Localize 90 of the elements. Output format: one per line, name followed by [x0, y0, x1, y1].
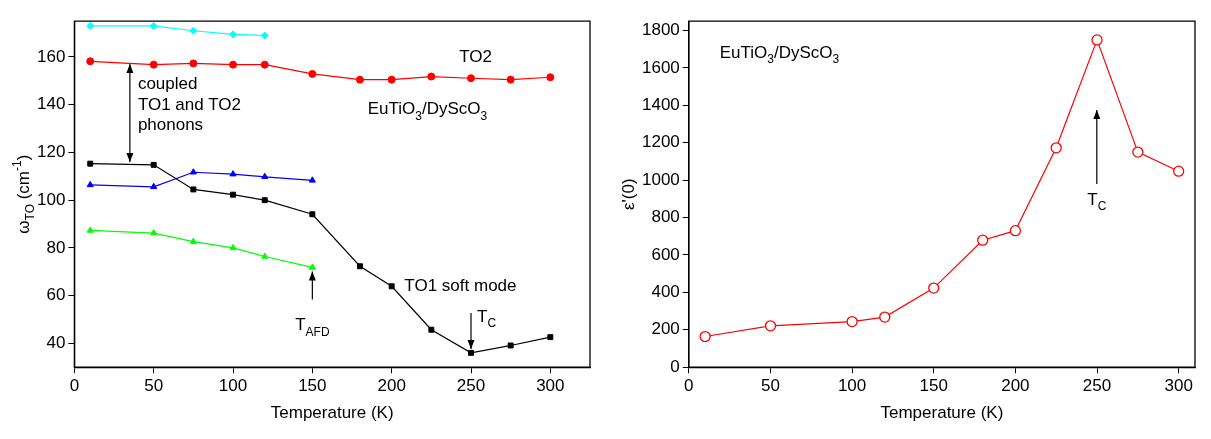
x-tick-label: 250 — [1082, 376, 1112, 396]
point — [229, 170, 237, 177]
point — [388, 283, 395, 290]
point — [189, 237, 197, 244]
point — [977, 234, 989, 246]
point — [468, 349, 474, 356]
point — [86, 226, 94, 233]
y-tick-label: 1200 — [641, 132, 680, 152]
point — [1132, 146, 1144, 158]
point — [189, 59, 198, 68]
point — [87, 160, 94, 167]
point — [356, 263, 363, 270]
point — [86, 57, 95, 66]
y-tick-label: 40 — [46, 333, 66, 353]
point — [699, 330, 711, 343]
x-tick-label: 300 — [1164, 376, 1193, 396]
point — [261, 252, 269, 259]
x-tick-label: 150 — [298, 376, 327, 396]
point — [150, 229, 158, 236]
y-tick-label: 60 — [46, 285, 66, 305]
y-tick-label: 1000 — [641, 169, 680, 189]
point — [261, 197, 268, 204]
x-tick-label: 300 — [536, 376, 565, 396]
point — [149, 60, 158, 69]
annotation: coupled TO1 and TO2 phonons — [137, 74, 241, 134]
point — [229, 30, 238, 39]
y-tick-label: 160 — [36, 46, 66, 66]
x-tick-label: 150 — [919, 376, 948, 396]
x-tick-label: 100 — [218, 376, 248, 396]
y-tick-label: 1400 — [641, 95, 680, 115]
point — [506, 75, 515, 84]
y-tick-label: 80 — [46, 237, 66, 257]
point — [150, 182, 158, 190]
point — [149, 21, 158, 30]
point — [507, 342, 514, 349]
point — [86, 180, 94, 188]
y-axis-title: ωTO (cm-1) — [9, 154, 38, 234]
y-axis-title: ε'(0) — [618, 178, 638, 210]
point — [547, 334, 554, 341]
annotation: TO1 soft mode — [404, 275, 517, 295]
point — [928, 282, 940, 294]
point — [427, 72, 436, 81]
y-tick-label: 600 — [651, 244, 680, 264]
point — [229, 243, 237, 251]
point — [467, 74, 476, 83]
point — [1173, 165, 1185, 177]
point — [846, 315, 858, 328]
x-tick-label: 50 — [761, 376, 780, 396]
point — [150, 161, 157, 168]
point — [387, 75, 396, 84]
point — [546, 73, 555, 82]
point — [308, 263, 316, 270]
y-tick-label: 800 — [651, 207, 680, 227]
point — [879, 311, 891, 323]
y-tick-label: 140 — [36, 94, 66, 114]
point — [308, 69, 317, 78]
point — [229, 60, 238, 69]
y-tick-label: 1600 — [641, 57, 680, 77]
x-tick-label: 100 — [837, 376, 867, 396]
x-tick-label: 200 — [1001, 376, 1030, 396]
point — [189, 26, 198, 35]
point — [189, 168, 197, 175]
point — [260, 60, 269, 69]
x-tick-label: 0 — [69, 376, 80, 396]
point — [261, 172, 269, 180]
point — [190, 186, 197, 193]
y-tick-label: 400 — [651, 282, 680, 302]
y-tick-label: 1800 — [641, 20, 680, 40]
point — [355, 75, 364, 84]
x-tick-label: 250 — [456, 376, 486, 396]
y-tick-label: 200 — [651, 319, 680, 339]
point — [764, 320, 777, 332]
x-tick-label: 200 — [377, 376, 406, 396]
y-tick-label: 100 — [36, 189, 66, 209]
point — [230, 191, 236, 198]
point — [1009, 225, 1022, 237]
point — [86, 21, 95, 30]
y-tick-label: 0 — [670, 356, 680, 376]
y-tick-label: 120 — [36, 142, 66, 162]
point — [308, 176, 316, 183]
x-axis-title: Temperature (K) — [270, 403, 394, 423]
point — [428, 326, 435, 333]
annotation: TO2 — [459, 46, 492, 66]
point — [1091, 34, 1103, 46]
point — [1050, 142, 1062, 154]
x-tick-label: 0 — [684, 376, 694, 396]
x-tick-label: 50 — [144, 376, 164, 396]
point — [260, 31, 269, 40]
x-axis-title: Temperature (K) — [880, 403, 1004, 423]
point — [309, 211, 316, 218]
